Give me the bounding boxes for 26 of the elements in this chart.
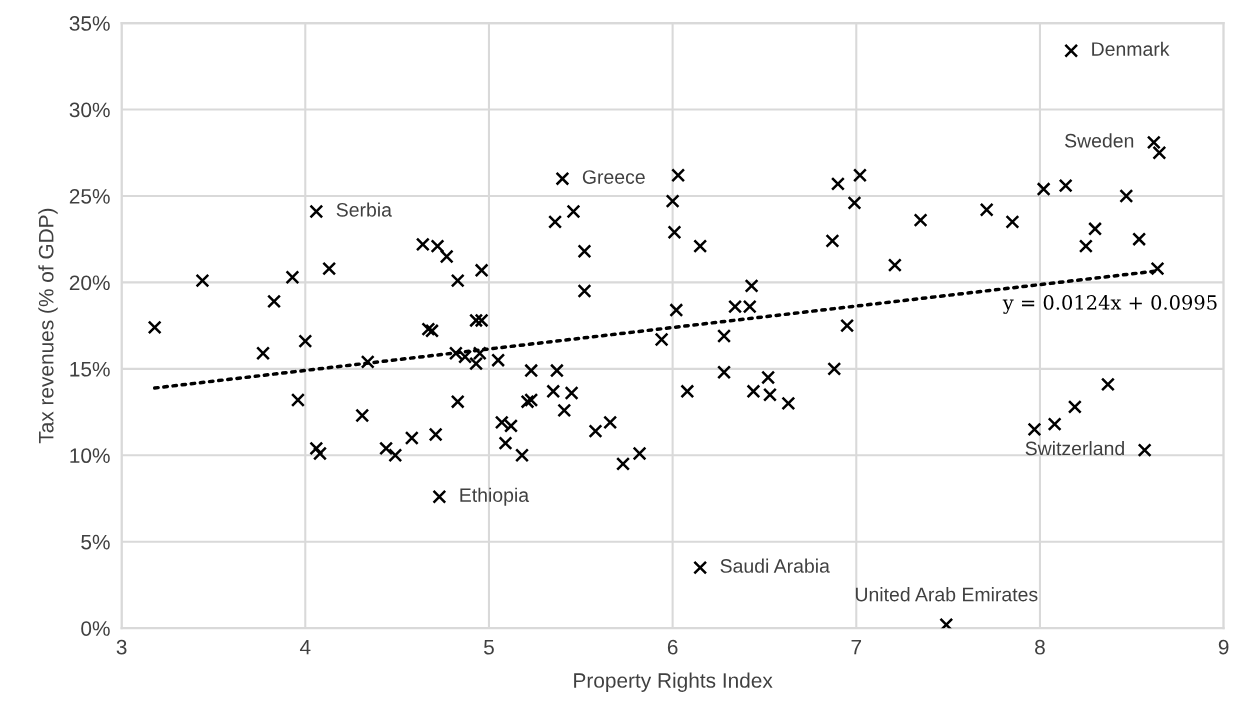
annotation: Ethiopia — [460, 487, 530, 506]
annotation: y = 0.0124x + 0.0995 — [1002, 295, 1217, 314]
y-tick-label: 10% — [70, 448, 110, 464]
y-tick-label: 20% — [69, 275, 110, 291]
x-tick-label: 7 — [851, 640, 862, 655]
x-tick-label: 3 — [116, 639, 127, 655]
y-tick-label: 5% — [81, 534, 110, 550]
x-axis-title: Property Rights Index — [574, 672, 773, 692]
y-tick-label: 30% — [69, 102, 110, 118]
y-tick-label: 25% — [69, 188, 110, 204]
y-tick-label: 15% — [70, 361, 110, 377]
annotation: Switzerland — [1025, 441, 1124, 456]
x-tick-label: 4 — [299, 640, 311, 655]
annotation: Serbia — [336, 202, 392, 217]
x-tick-label: 6 — [667, 639, 678, 655]
annotation: Sweden — [1065, 133, 1134, 148]
annotation: Greece — [582, 170, 645, 184]
y-axis-title: Tax revenues (% of GDP) — [38, 208, 58, 444]
y-tick-label: 35% — [69, 16, 110, 31]
annotation: Denmark — [1092, 41, 1170, 56]
y-tick-label: 0% — [81, 621, 110, 636]
x-tick-label: 5 — [483, 640, 494, 655]
x-tick-label: 8 — [1035, 639, 1045, 655]
annotation: Saudi Arabia — [720, 558, 830, 573]
x-tick-label: 9 — [1218, 639, 1229, 655]
annotation: United Arab Emirates — [855, 587, 1038, 602]
